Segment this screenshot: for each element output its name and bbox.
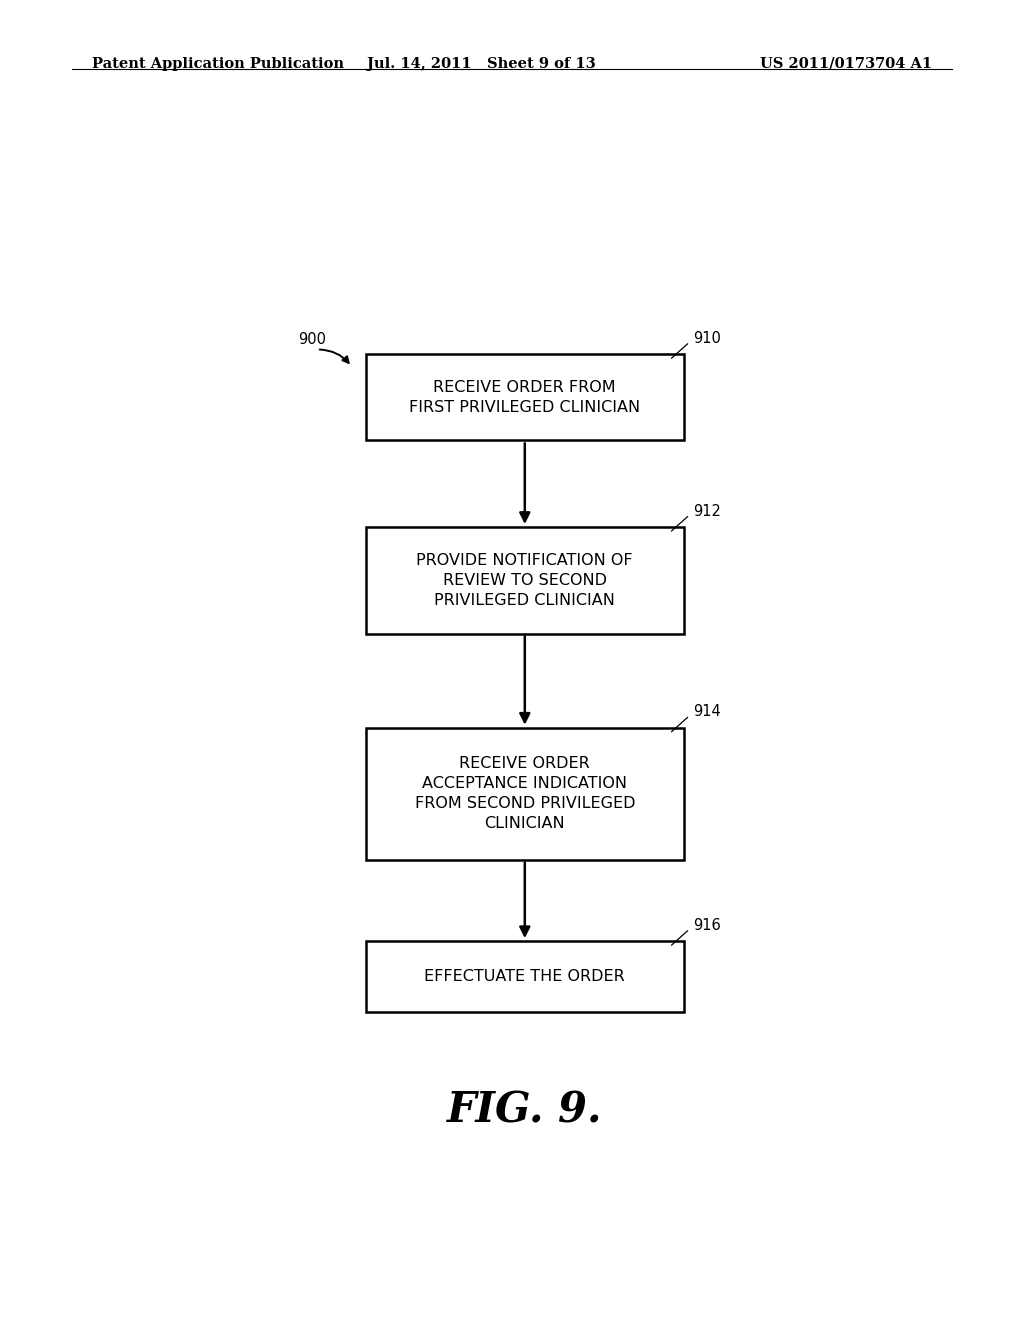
- Text: US 2011/0173704 A1: US 2011/0173704 A1: [760, 57, 932, 71]
- Text: 910: 910: [693, 331, 721, 346]
- FancyBboxPatch shape: [367, 527, 684, 634]
- Text: 900: 900: [299, 331, 327, 347]
- Text: Jul. 14, 2011   Sheet 9 of 13: Jul. 14, 2011 Sheet 9 of 13: [367, 57, 596, 71]
- Text: 916: 916: [693, 917, 721, 933]
- Text: 912: 912: [693, 504, 721, 519]
- Text: Patent Application Publication: Patent Application Publication: [92, 57, 344, 71]
- FancyBboxPatch shape: [367, 727, 684, 859]
- Text: RECEIVE ORDER FROM
FIRST PRIVILEGED CLINICIAN: RECEIVE ORDER FROM FIRST PRIVILEGED CLIN…: [410, 380, 640, 414]
- Text: FIG. 9.: FIG. 9.: [447, 1090, 602, 1131]
- Text: EFFECTUATE THE ORDER: EFFECTUATE THE ORDER: [424, 969, 626, 985]
- Text: PROVIDE NOTIFICATION OF
REVIEW TO SECOND
PRIVILEGED CLINICIAN: PROVIDE NOTIFICATION OF REVIEW TO SECOND…: [417, 553, 633, 607]
- FancyBboxPatch shape: [367, 354, 684, 441]
- Text: 914: 914: [693, 705, 721, 719]
- FancyBboxPatch shape: [367, 941, 684, 1012]
- Text: RECEIVE ORDER
ACCEPTANCE INDICATION
FROM SECOND PRIVILEGED
CLINICIAN: RECEIVE ORDER ACCEPTANCE INDICATION FROM…: [415, 756, 635, 830]
